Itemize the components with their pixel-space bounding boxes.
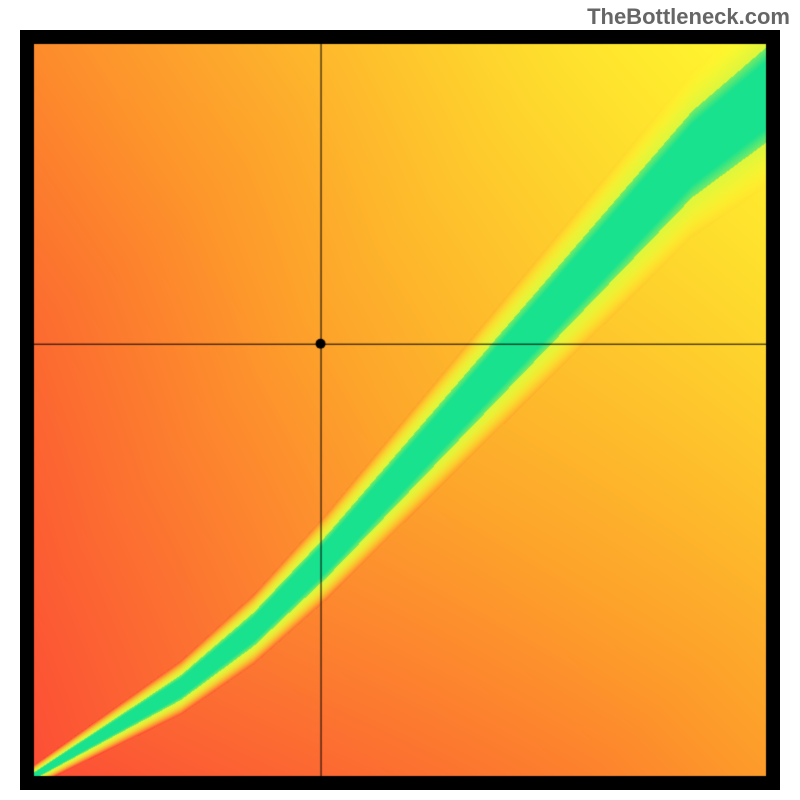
- chart-container: TheBottleneck.com: [0, 0, 800, 800]
- heatmap-canvas: [20, 30, 780, 790]
- watermark-text: TheBottleneck.com: [587, 0, 800, 30]
- plot-area: [20, 30, 780, 790]
